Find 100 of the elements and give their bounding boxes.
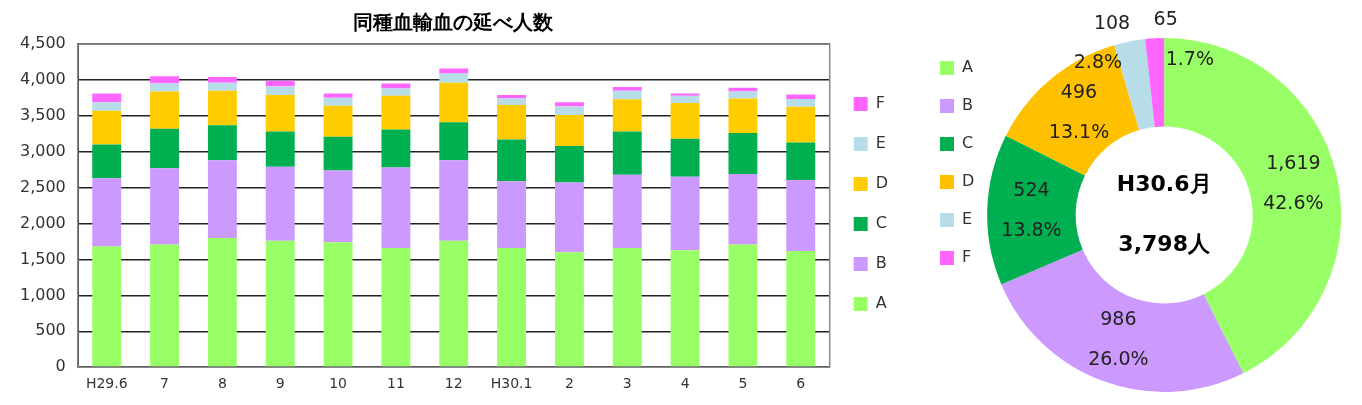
- bar: [323, 136, 353, 171]
- x-tick-label: 6: [796, 375, 806, 392]
- bar: [786, 180, 816, 251]
- y-tick-label: 2,500: [19, 176, 66, 196]
- bar: [323, 97, 353, 106]
- x-tick-label: H29.6: [85, 375, 128, 392]
- bar: [728, 133, 758, 174]
- x-tick-label: 3: [622, 375, 632, 392]
- bar: [612, 87, 642, 91]
- legend-label: A: [962, 57, 973, 77]
- y-tick-label: 3,500: [19, 104, 66, 124]
- bar: [92, 93, 122, 103]
- bar: [265, 166, 295, 241]
- bar: [612, 247, 642, 367]
- bar: [207, 237, 237, 367]
- bar: [92, 178, 122, 247]
- x-tick-label: 5: [738, 375, 748, 392]
- legend-label: A: [875, 293, 887, 313]
- y-tick-label: 1,000: [19, 284, 66, 304]
- bar: [728, 91, 758, 99]
- bar: [612, 90, 642, 100]
- data-label: 65 1.7%: [1153, 7, 1214, 70]
- bar: [265, 86, 295, 95]
- bar: [207, 82, 237, 91]
- bar: [150, 91, 180, 129]
- y-tick-label: 0: [55, 356, 66, 376]
- bar: [670, 250, 700, 367]
- bar: [728, 244, 758, 367]
- bar: [497, 139, 527, 182]
- bar: [323, 93, 353, 98]
- bar: [670, 138, 700, 177]
- legend-label: C: [875, 213, 887, 233]
- legend-label: B: [962, 95, 973, 115]
- bar: [554, 145, 584, 183]
- bar: [670, 176, 700, 251]
- bar: [439, 68, 469, 74]
- bar: [150, 244, 180, 367]
- bar: [92, 110, 122, 145]
- bar: [439, 160, 469, 241]
- bar: [786, 106, 816, 143]
- bar: [670, 95, 700, 103]
- bar: [670, 93, 700, 96]
- bar: [381, 167, 411, 248]
- bar: [381, 95, 411, 130]
- bar: [323, 242, 353, 367]
- bar: [554, 252, 584, 367]
- bar: [323, 170, 353, 243]
- text: H30.6月: [1116, 170, 1212, 196]
- bar: [381, 247, 411, 367]
- legend-label: C: [962, 133, 974, 153]
- bar: [150, 168, 180, 245]
- x-tick-label: 10: [329, 375, 347, 392]
- bar: [497, 94, 527, 99]
- x-tick-label: 2: [564, 375, 574, 392]
- y-tick-label: 500: [35, 320, 66, 340]
- bar: [786, 99, 816, 107]
- bar: [323, 105, 353, 137]
- bar: [497, 181, 527, 248]
- data-label: 524 13.8%: [1001, 177, 1062, 240]
- bar: [497, 105, 527, 140]
- bar: [612, 174, 642, 248]
- bar: [381, 83, 411, 89]
- data-label: 496 13.1%: [1048, 80, 1110, 143]
- bar: [207, 125, 237, 161]
- legend-label: D: [875, 173, 889, 193]
- bar: [92, 144, 122, 179]
- legend-label: F: [875, 93, 885, 113]
- bar: [381, 88, 411, 96]
- bar: [92, 102, 122, 111]
- bar: [265, 131, 295, 167]
- x-tick-label: 4: [680, 375, 690, 392]
- bar: [554, 182, 584, 253]
- bar: [554, 102, 584, 107]
- bar: [728, 174, 758, 245]
- data-label: 986 26.0%: [1088, 306, 1149, 369]
- bar: [92, 246, 122, 367]
- x-tick-label: 9: [275, 375, 285, 392]
- data-label: 1,619 42.6%: [1263, 151, 1324, 214]
- bar: [207, 90, 237, 126]
- legend-label: D: [962, 171, 975, 191]
- x-tick-label: 12: [444, 375, 463, 392]
- bar: [207, 160, 237, 238]
- bar: [150, 128, 180, 169]
- y-tick-label: 1,500: [19, 248, 66, 268]
- bar: [786, 250, 816, 367]
- legend-label: B: [875, 253, 887, 273]
- bar: [497, 247, 527, 367]
- bar: [670, 102, 700, 139]
- bar: [554, 106, 584, 116]
- y-tick-label: 3,000: [19, 140, 66, 160]
- bar: [554, 115, 584, 146]
- bar: [728, 98, 758, 134]
- legend-label: F: [962, 247, 972, 267]
- text: 3,798人: [1118, 230, 1211, 256]
- x-tick-label: 7: [160, 375, 170, 392]
- y-tick-label: 4,000: [19, 69, 66, 89]
- bar: [265, 94, 295, 132]
- x-tick-label: H30.1: [490, 375, 533, 392]
- bar: [612, 99, 642, 132]
- bar: [439, 73, 469, 83]
